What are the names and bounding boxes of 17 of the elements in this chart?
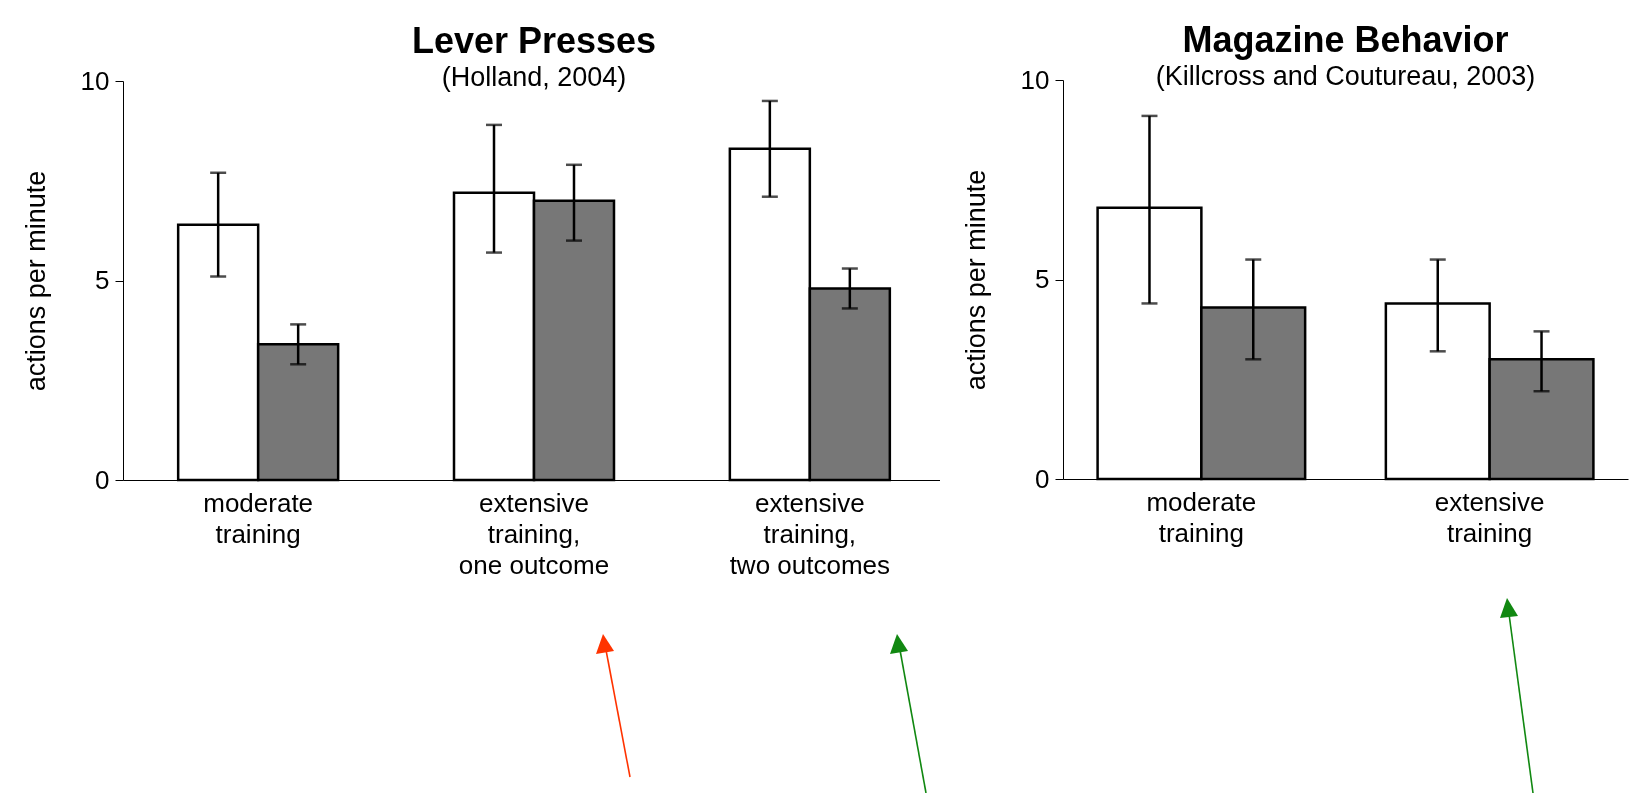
chart-title: Lever Presses xyxy=(411,20,657,61)
y-axis-title: actions per minute xyxy=(20,170,51,392)
chart-subtitle: (Killcross and Coutureau, 2003) xyxy=(1155,61,1536,91)
y-tick-label: 10 xyxy=(80,65,110,96)
y-tick-label: 0 xyxy=(1035,463,1050,494)
x-tick-label: extensive training, one outcome xyxy=(458,487,610,580)
y-tick-label: 5 xyxy=(95,265,110,295)
x-tick-label: moderate training xyxy=(1146,486,1257,548)
y-tick-label: 5 xyxy=(1035,264,1050,294)
chart-subtitle: (Holland, 2004) xyxy=(441,62,627,92)
y-axis-title: actions per minute xyxy=(960,169,991,391)
y-tick-label: 0 xyxy=(95,464,110,495)
x-tick-label: moderate training xyxy=(203,487,314,549)
y-tick-label: 10 xyxy=(1020,64,1050,95)
x-tick-label: extensive training, two outcomes xyxy=(729,487,891,580)
x-tick-label: extensive training xyxy=(1434,486,1545,548)
chart-title: Magazine Behavior xyxy=(1182,19,1509,60)
